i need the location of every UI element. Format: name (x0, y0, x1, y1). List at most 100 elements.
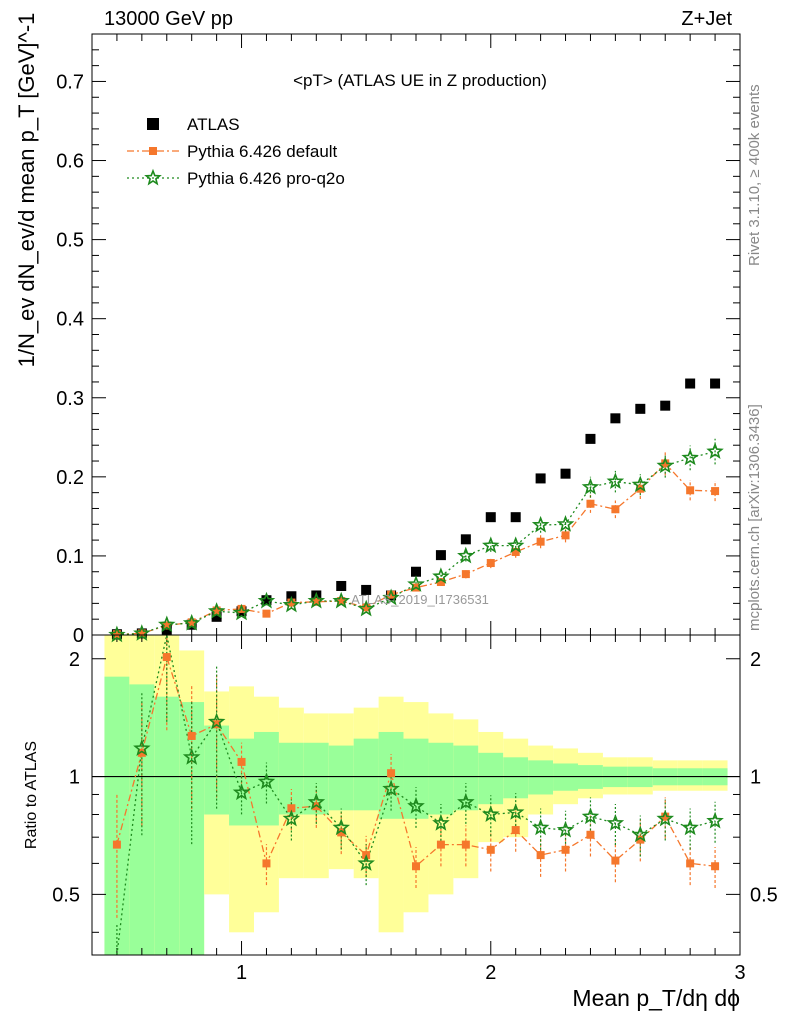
y-tick-label: 0.2 (56, 467, 84, 489)
legend: ATLAS Pythia 6.426 default Pythia 6.426 pr… (127, 115, 345, 188)
proq2o-point (656, 456, 674, 474)
proq2o-ratio-point (382, 779, 400, 797)
proq2o-point (706, 442, 724, 460)
default-point (387, 590, 396, 599)
ratio-tick-label-right: 1 (750, 767, 761, 789)
default-ratio-point (686, 859, 695, 868)
proq2o-point (482, 536, 500, 554)
default-ratio-point (337, 828, 346, 837)
x-tick-label: 3 (734, 962, 745, 984)
proq2o-ratio-point (631, 825, 650, 843)
y-tick-label: 0.5 (56, 230, 84, 252)
header-right: Z+Jet (681, 8, 732, 30)
proq2o-ratio-point (232, 783, 251, 801)
proq2o-point (407, 575, 425, 592)
proq2o-ratio-point (457, 792, 475, 810)
ratio-tick-label-right: 2 (750, 649, 761, 671)
proq2o-ratio-point (357, 854, 375, 871)
legend-marker-default (149, 147, 157, 155)
default-point (561, 531, 570, 540)
y-tick-label: 0.4 (56, 309, 84, 331)
proq2o-point (631, 475, 650, 493)
default-ratio-point (436, 840, 445, 849)
proq2o-point (332, 591, 351, 609)
default-ratio-point (486, 845, 495, 854)
default-point (237, 604, 246, 613)
proq2o-point (133, 624, 151, 641)
atlas-point (211, 611, 222, 622)
ratio-tick-label-right: 0.5 (750, 884, 778, 906)
y-tick-label: 0.1 (56, 546, 84, 568)
ratio-tick-label: 2 (69, 649, 80, 671)
axis-labels: 0 0.1 0.2 0.3 0.4 0.5 0.6 0.7 0.5 0.5 1 1 2 2 1 2 3Mean … (14, 13, 778, 1011)
default-point (436, 578, 445, 587)
band-inner-bin (453, 745, 479, 811)
default-ratio-point (412, 862, 420, 871)
proq2o-point (108, 625, 126, 643)
x-axis-title: Mean p_T/dη dϕ (572, 985, 740, 1011)
atlas-point (435, 550, 446, 561)
default-point (162, 621, 171, 630)
proq2o-ratio-point (133, 739, 151, 756)
default-ratio-point (287, 804, 296, 813)
default-point (461, 570, 470, 579)
proq2o-ratio-point (332, 818, 350, 836)
default-point (511, 547, 520, 556)
legend-marker-proq2o (144, 168, 162, 186)
proq2o-point (432, 567, 450, 584)
band-inner-bin (428, 742, 454, 815)
band-inner-bin (353, 738, 379, 811)
default-point (362, 603, 371, 612)
default-ratio-point (237, 757, 246, 766)
proq2o-ratio-point (307, 793, 326, 810)
atlas-point (510, 512, 521, 523)
proq2o-point (232, 603, 251, 621)
default-ratio-point (112, 840, 121, 849)
proq2o-point (556, 515, 575, 532)
ratio-tick-label: 1 (69, 767, 80, 789)
proq2o-point (307, 591, 326, 609)
atlas-point (610, 413, 621, 424)
proq2o-ratio-point (182, 748, 201, 765)
atlas-point (485, 512, 496, 523)
y-tick-label: 0.7 (56, 71, 84, 93)
default-point (187, 618, 196, 627)
default-point (536, 537, 545, 546)
default-main-line (116, 462, 716, 635)
proq2o-point (207, 602, 226, 619)
default-point (312, 597, 321, 606)
proq2o-point (182, 613, 201, 631)
y-axis-title: 1/N_ev dN_ev/d mean p_T [GeV]^-1 (14, 13, 39, 368)
proq2o-ratio-point (656, 809, 675, 827)
atlas-point (635, 403, 646, 414)
default-ratio-point (511, 826, 520, 835)
atlas-point (261, 595, 272, 606)
header-left: 13000 GeV pp (104, 8, 233, 30)
band-inner-bin (528, 760, 554, 795)
proq2o-ratio-point (282, 809, 301, 827)
proq2o-ratio-point (531, 818, 550, 836)
default-point (262, 609, 271, 618)
atlas-point (535, 473, 546, 484)
default-ratio-point (661, 812, 670, 821)
legend-label: ATLAS (187, 115, 240, 134)
default-point (586, 499, 595, 508)
chart-title: <pT> (ATLAS UE in Z production) (293, 71, 547, 90)
data-marks (108, 378, 724, 956)
y-tick-label: 0.3 (56, 388, 84, 410)
default-point (686, 486, 695, 495)
default-ratio-point (312, 802, 321, 811)
proq2o-ratio-point (706, 811, 724, 829)
atlas-point (585, 433, 596, 444)
legend-marker-atlas (147, 118, 159, 130)
proq2o-point (157, 615, 176, 633)
proq2o-ratio-point (257, 772, 276, 790)
atlas-point (560, 468, 571, 479)
proq2o-ratio-point (681, 818, 699, 836)
default-ratio-point (461, 840, 470, 849)
atlas-point (460, 534, 471, 545)
proq2o-ratio-point (207, 712, 226, 730)
default-ratio-point (262, 859, 271, 868)
proq2o-ratio-point (581, 807, 600, 825)
